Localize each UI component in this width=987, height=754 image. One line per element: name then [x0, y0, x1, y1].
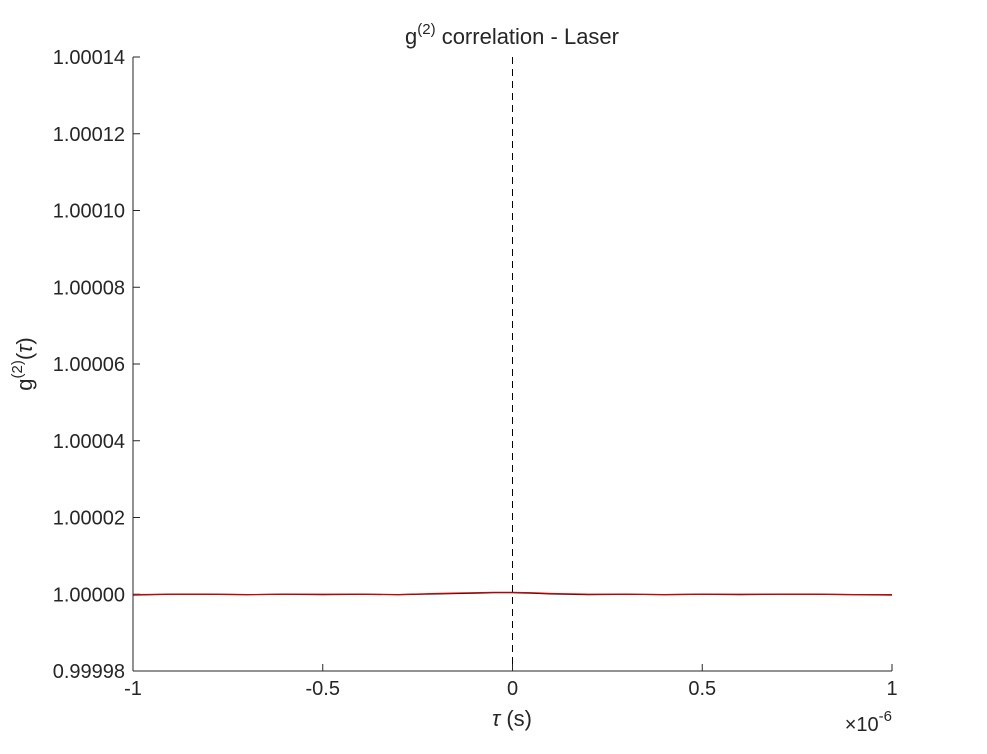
x-tick-label: 0	[507, 678, 518, 700]
y-axis-ticks: 0.99998 1.00000 1.00002 1.00004 1.00006 1.000…	[53, 47, 140, 683]
series-layer	[132, 591, 893, 596]
x-axis-label: τ (s)	[492, 706, 532, 731]
y-axis-label-base: g	[12, 378, 37, 390]
x-tick-label: -1	[124, 678, 142, 700]
title-base: g	[405, 24, 417, 49]
title-superscript: (2)	[417, 21, 435, 38]
x-tick-label: 1	[886, 678, 897, 700]
y-tick-label: 1.00010	[53, 201, 125, 223]
y-tick-label: 1.00014	[53, 47, 125, 69]
y-tick-label: 1.00000	[53, 584, 125, 606]
x-tick-label: -0.5	[306, 678, 340, 700]
y-axis-label-close-paren: )	[12, 337, 37, 344]
series-line-2	[132, 591, 892, 596]
y-tick-label: 1.00006	[53, 354, 125, 376]
x-exponent-power: -6	[879, 708, 892, 725]
x-exponent-base: 10	[856, 714, 878, 736]
y-tick-label: 1.00012	[53, 124, 125, 146]
y-axis-label-open-paren: (	[12, 352, 37, 360]
x-exponent-multiplier: ×	[845, 714, 857, 736]
x-axis-ticks: -1 -0.5 0 0.5 1	[124, 664, 898, 700]
x-tick-label: 0.5	[688, 678, 716, 700]
y-tick-label: 1.00002	[53, 508, 125, 530]
x-axis-exponent: ×10-6	[845, 708, 892, 736]
y-axis-label-symbol: τ	[12, 343, 37, 353]
y-tick-label: 0.99998	[53, 661, 125, 683]
title-rest: correlation - Laser	[436, 24, 619, 49]
y-tick-label: 1.00004	[53, 431, 125, 453]
y-tick-label: 1.00008	[53, 277, 125, 299]
chart-title: g(2) correlation - Laser	[405, 21, 619, 49]
y-axis-label-superscript: (2)	[9, 360, 26, 378]
x-axis-label-symbol: τ	[492, 706, 502, 731]
x-axis-label-unit: (s)	[500, 706, 532, 731]
y-axis-label: g(2)(τ)	[9, 337, 37, 390]
